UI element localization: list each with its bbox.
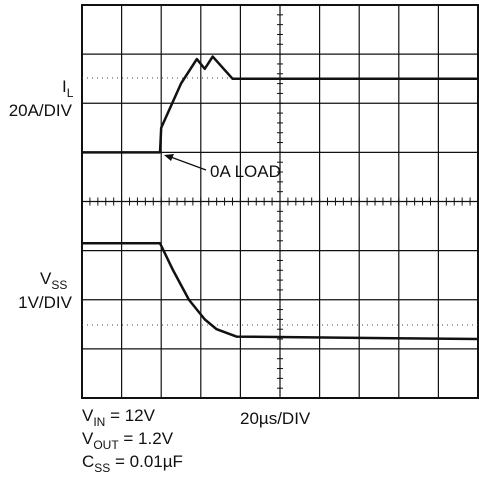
- cond-main: V: [82, 406, 94, 425]
- cond-sub: IN: [93, 415, 105, 429]
- arrow: [167, 155, 207, 171]
- condition: VIN = 12V: [82, 406, 156, 429]
- trace: [82, 242, 479, 341]
- cond-sub: SS: [94, 461, 110, 475]
- cond-main: C: [82, 452, 94, 471]
- cond-rest: = 12V: [105, 406, 155, 425]
- channel-label: VSS: [40, 269, 67, 292]
- label-main: I: [62, 77, 67, 96]
- label-main: V: [40, 269, 52, 288]
- annotation: 0A LOAD: [210, 162, 281, 181]
- channel-label: IL: [62, 77, 74, 100]
- label-sub: L: [67, 86, 74, 100]
- condition: CSS = 0.01µF: [82, 452, 183, 475]
- trace: [82, 55, 478, 154]
- label-sub: SS: [51, 278, 67, 292]
- condition: VOUT = 1.2V: [82, 429, 174, 452]
- cond-rest: = 0.01µF: [110, 452, 183, 471]
- channel-scale: 20A/DIV: [9, 101, 73, 120]
- timebase: 20µs/DIV: [240, 409, 311, 428]
- cond-rest: = 1.2V: [119, 429, 174, 448]
- arrow-head: [164, 154, 174, 161]
- cond-main: V: [82, 429, 94, 448]
- cond-sub: OUT: [93, 438, 119, 452]
- channel-scale: 1V/DIV: [18, 293, 73, 312]
